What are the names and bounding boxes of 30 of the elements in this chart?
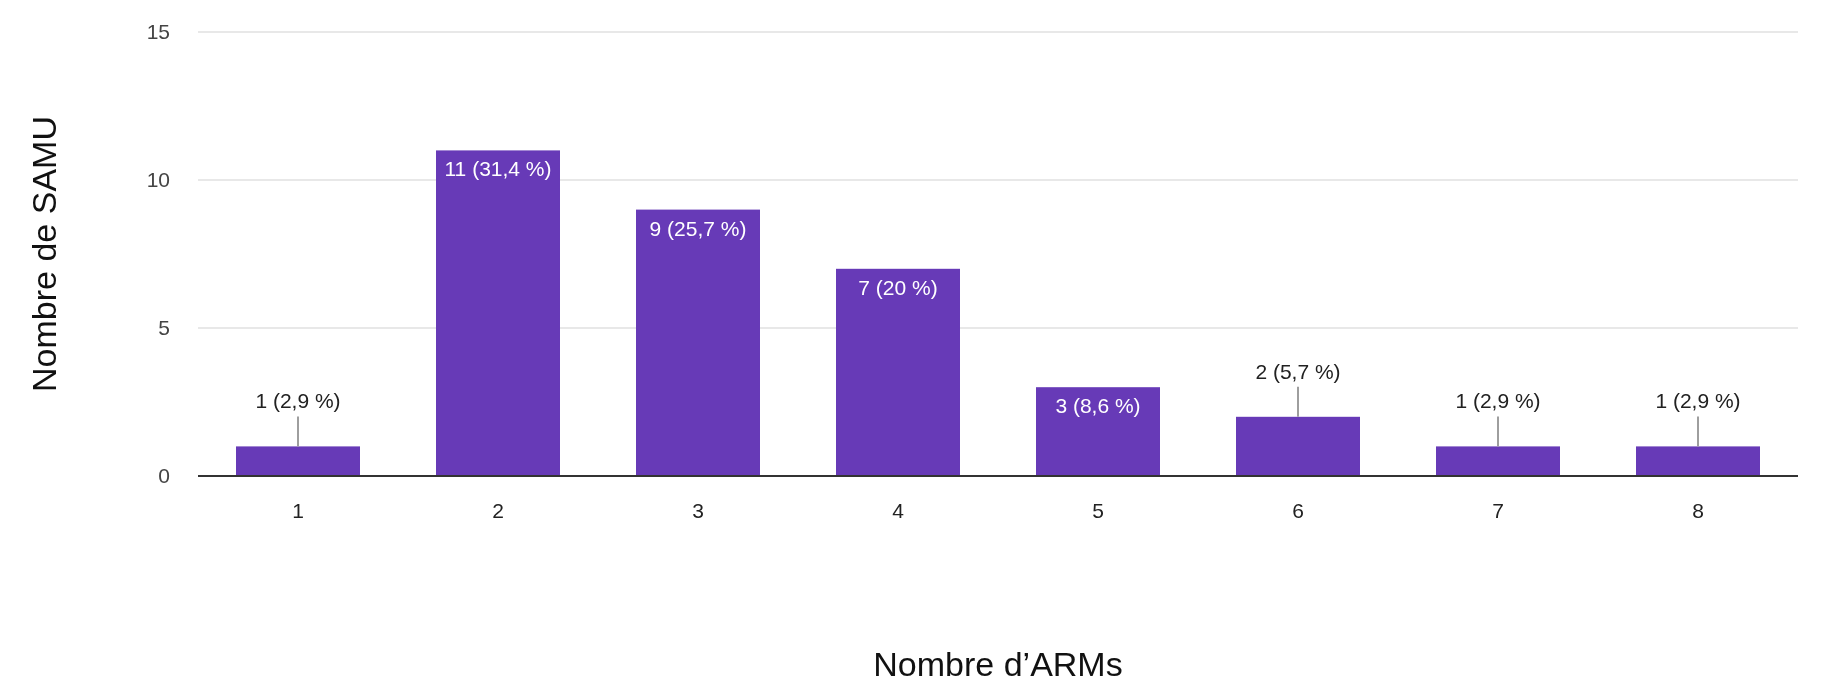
- bar: [1036, 387, 1160, 476]
- bar: [636, 209, 760, 476]
- bar: [836, 268, 960, 476]
- data-label: 3 (8,6 %): [1055, 394, 1141, 418]
- x-axis-title: Nombre d’ARMs: [873, 645, 1123, 683]
- x-tick-label: 7: [1492, 499, 1504, 522]
- data-label: 2 (5,7 %): [1255, 359, 1341, 383]
- x-tick-label: 4: [892, 499, 905, 522]
- x-tick-label: 6: [1292, 499, 1304, 522]
- data-label: 1 (2,9 %): [255, 389, 341, 413]
- y-axis-title: Nombre de SAMU: [25, 116, 63, 392]
- bar: [1236, 416, 1360, 476]
- x-tick-label: 8: [1692, 499, 1704, 522]
- x-tick-label: 5: [1092, 499, 1104, 522]
- bar: [236, 446, 360, 476]
- x-tick-label: 1: [292, 499, 304, 522]
- y-tick-label: 0: [158, 464, 170, 488]
- x-tick-label: 2: [492, 499, 504, 522]
- bar: [1436, 446, 1560, 476]
- x-tick-label: 3: [692, 499, 704, 522]
- bar: [1636, 446, 1760, 476]
- data-label: 9 (25,7 %): [649, 216, 747, 240]
- data-label: 1 (2,9 %): [1455, 389, 1541, 413]
- y-tick-label: 5: [158, 316, 170, 340]
- data-label: 1 (2,9 %): [1655, 389, 1741, 413]
- data-label: 11 (31,4 %): [444, 157, 552, 181]
- data-label: 7 (20 %): [858, 275, 938, 299]
- y-tick-label: 15: [146, 20, 170, 44]
- y-tick-label: 10: [146, 168, 170, 192]
- bar: [436, 150, 560, 476]
